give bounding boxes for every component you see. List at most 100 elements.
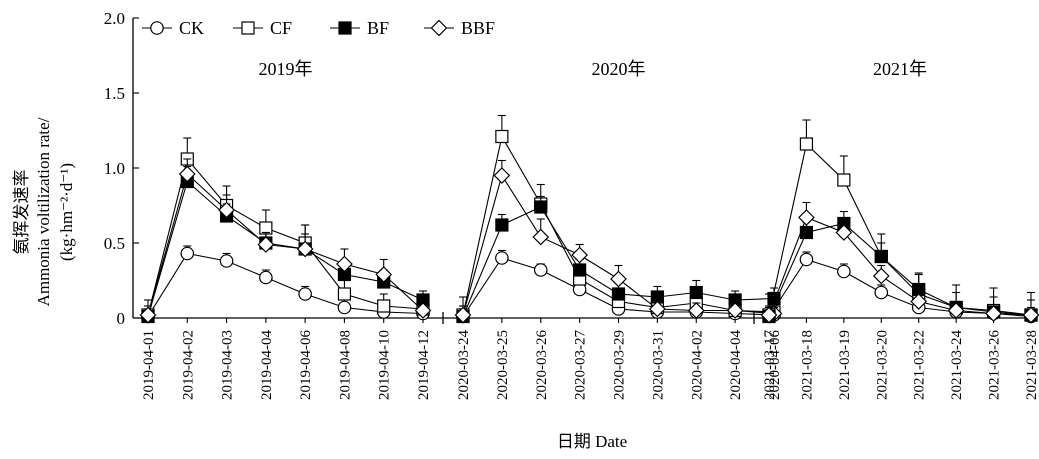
- x-tick-label: 2020-04-06: [767, 330, 783, 400]
- series-ck: [141, 245, 430, 324]
- legend-marker: [241, 21, 255, 35]
- x-tick-label: 2021-03-26: [987, 330, 1003, 400]
- legend-label: BF: [367, 18, 389, 38]
- y-tick-label: 0.5: [104, 234, 125, 253]
- data-point: [874, 285, 889, 300]
- data-point: [298, 287, 312, 301]
- y-axis-label-chinese: 氨挥发速率: [12, 170, 31, 255]
- legend-entry-bbf: BBF: [424, 18, 495, 38]
- data-point: [874, 249, 888, 264]
- y-tick-label: 1.0: [104, 159, 125, 178]
- data-point: [872, 267, 890, 285]
- axis-labels: 氨挥发速率 Ammonia voltilization rate/ (kg·hm…: [12, 117, 627, 451]
- data-point: [495, 129, 509, 144]
- data-point: [454, 306, 472, 324]
- series-cf: [141, 137, 430, 322]
- y-tick-label: 0: [117, 309, 126, 328]
- legend-marker: [150, 21, 164, 35]
- data-point: [532, 228, 550, 246]
- panel-title: 2021年: [873, 59, 927, 79]
- x-tick-label: 2020-03-31: [650, 330, 666, 400]
- data-point: [687, 302, 705, 319]
- panel-title: 2019年: [259, 59, 313, 79]
- series-bbf: [139, 158, 432, 324]
- data-point: [835, 224, 853, 241]
- panel-title: 2020年: [592, 59, 646, 79]
- x-tick-label: 2019-04-01: [141, 330, 157, 400]
- data-point: [414, 302, 432, 319]
- data-point: [219, 254, 234, 268]
- data-point: [689, 285, 703, 300]
- legend-label: CF: [270, 18, 292, 38]
- data-point: [218, 201, 235, 219]
- y-axis-label-unit: (kg·hm⁻²·d⁻¹): [57, 163, 76, 261]
- data-point: [377, 299, 391, 313]
- x-tick-label: 2019-04-08: [337, 330, 353, 400]
- x-tick-label: 2019-04-06: [298, 330, 314, 400]
- data-point: [180, 246, 195, 261]
- panel-2: 2020年 2020-03-24 2020-03-25 2020-03-26 2020-…: [454, 59, 783, 400]
- x-tick-label: 2021-03-22: [912, 330, 928, 400]
- legend-entry-ck: CK: [142, 18, 204, 38]
- x-tick-label: 2021-03-20: [874, 330, 890, 400]
- x-tick-label: 2019-04-12: [416, 330, 432, 400]
- data-point: [611, 287, 626, 301]
- data-point: [799, 252, 814, 267]
- legend-entry-bf: BF: [330, 18, 389, 38]
- x-tick-label: 2020-03-26: [534, 330, 550, 400]
- data-point: [495, 251, 509, 265]
- data-point: [534, 200, 548, 214]
- data-point: [910, 293, 928, 310]
- data-point: [337, 287, 352, 301]
- legend-label: BBF: [461, 18, 495, 38]
- x-tick-label: 2021-03-17: [762, 330, 778, 400]
- data-point: [336, 255, 353, 273]
- series-bbf: [760, 201, 1039, 324]
- y-tick-label: 1.5: [104, 84, 125, 103]
- data-point: [760, 306, 778, 324]
- data-point: [799, 137, 814, 151]
- data-point: [1022, 306, 1039, 324]
- x-tick-label: 2021-03-28: [1024, 330, 1039, 400]
- data-point: [571, 246, 588, 264]
- panel-3: 2021年 2021-03-17 2021-03-18 2021-03-19 2021-…: [760, 59, 1039, 400]
- data-point: [178, 165, 196, 183]
- data-point: [495, 218, 509, 232]
- data-point: [296, 240, 314, 258]
- data-point: [798, 209, 815, 226]
- data-point: [259, 270, 273, 285]
- y-axis: 0 0.5 1.0 1.5 2.0: [104, 9, 139, 328]
- legend-label: CK: [179, 18, 204, 38]
- data-point: [837, 264, 851, 279]
- data-point: [573, 263, 587, 277]
- series-bf: [141, 165, 430, 324]
- x-tick-label: 2019-04-03: [220, 330, 236, 400]
- x-axis-label: 日期 Date: [557, 432, 627, 451]
- x-tick-label: 2020-04-04: [728, 330, 744, 400]
- data-point: [375, 266, 393, 283]
- data-point: [947, 302, 965, 319]
- x-tick-label: 2019-04-02: [180, 330, 196, 400]
- legend: CK CF BF BBF: [142, 18, 495, 38]
- y-axis-label-english: Ammonia voltilization rate/: [34, 117, 53, 306]
- x-tick-label: 2019-04-04: [259, 330, 275, 400]
- x-tick-label: 2020-04-02: [689, 330, 705, 400]
- x-tick-label: 2020-03-25: [495, 330, 511, 400]
- x-tick-label: 2020-03-27: [573, 330, 589, 400]
- data-point: [493, 167, 511, 184]
- data-point: [649, 300, 666, 318]
- legend-marker: [430, 19, 448, 37]
- x-tick-label: 2021-03-19: [837, 330, 853, 400]
- data-point: [257, 236, 275, 253]
- x-tick-label: 2020-03-29: [612, 330, 628, 400]
- x-tick-label: 2020-03-24: [456, 330, 472, 400]
- data-point: [139, 306, 157, 324]
- data-point: [726, 302, 744, 319]
- y-tick-label: 2.0: [104, 9, 125, 28]
- data-point: [985, 305, 1002, 322]
- panel-1: 2019年 2019-04-01 2019-04-02 2019-04-03 2019-…: [139, 59, 432, 400]
- data-point: [837, 173, 851, 187]
- data-point: [337, 300, 352, 315]
- legend-entry-cf: CF: [233, 18, 292, 38]
